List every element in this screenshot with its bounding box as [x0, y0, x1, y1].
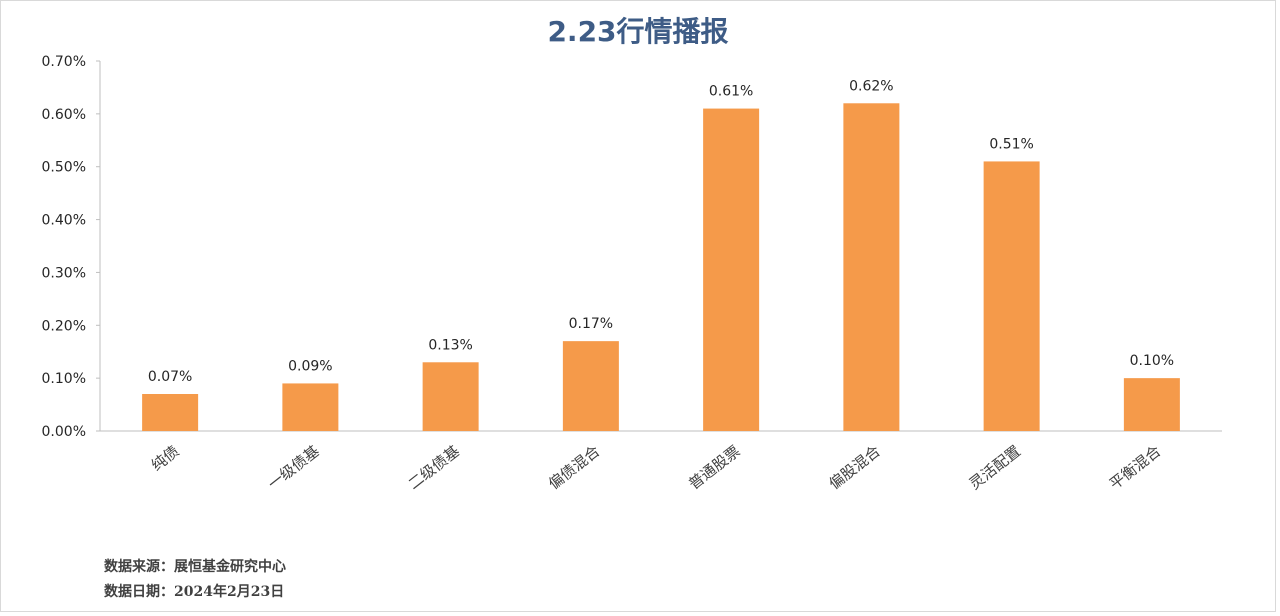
- y-tick-label: 0.40%: [42, 213, 86, 229]
- x-category-label: 纯债: [148, 442, 183, 475]
- bar-value-label: 0.13%: [428, 337, 472, 353]
- y-tick-label: 0.50%: [42, 160, 86, 176]
- bar: [843, 103, 900, 432]
- data-date-note: 数据日期：2024年2月23日: [104, 584, 285, 600]
- bar-value-label: 0.62%: [849, 78, 893, 94]
- bar-value-label: 0.51%: [989, 136, 1033, 152]
- bar: [703, 108, 760, 432]
- y-tick-label: 0.20%: [42, 318, 86, 334]
- bar-value-label: 0.07%: [148, 369, 192, 385]
- x-category-label: 一级债基: [264, 442, 322, 493]
- y-tick-label: 0.00%: [42, 424, 86, 440]
- bar: [142, 394, 199, 431]
- chart-title: 2.23行情播报: [547, 15, 729, 48]
- bar-value-label: 0.61%: [709, 84, 753, 100]
- bar-value-label: 0.17%: [569, 316, 613, 332]
- x-category-label: 偏债混合: [545, 442, 603, 493]
- bar: [282, 383, 339, 431]
- x-category-label: 灵活配置: [966, 442, 1024, 493]
- y-tick-label: 0.30%: [42, 265, 86, 281]
- bar: [983, 161, 1040, 431]
- bar: [562, 341, 619, 431]
- x-category-label: 平衡混合: [1106, 442, 1164, 493]
- y-tick-label: 0.60%: [42, 107, 86, 123]
- bar-value-label: 0.10%: [1130, 353, 1174, 369]
- bar: [422, 362, 479, 431]
- x-category-label: 偏股混合: [825, 442, 883, 493]
- bar-chart: 0.00% 0.10% 0.20% 0.30% 0.40% 0.50% 0.60% 0.70%…: [42, 54, 1222, 493]
- bar: [1123, 378, 1180, 431]
- bar-value-label: 0.09%: [288, 358, 332, 374]
- y-tick-label: 0.70%: [42, 54, 86, 70]
- data-source-note: 数据来源：展恒基金研究中心: [104, 559, 286, 575]
- x-category-label: 普通股票: [685, 442, 743, 493]
- x-category-label: 二级债基: [405, 442, 463, 493]
- y-tick-label: 0.10%: [42, 371, 86, 387]
